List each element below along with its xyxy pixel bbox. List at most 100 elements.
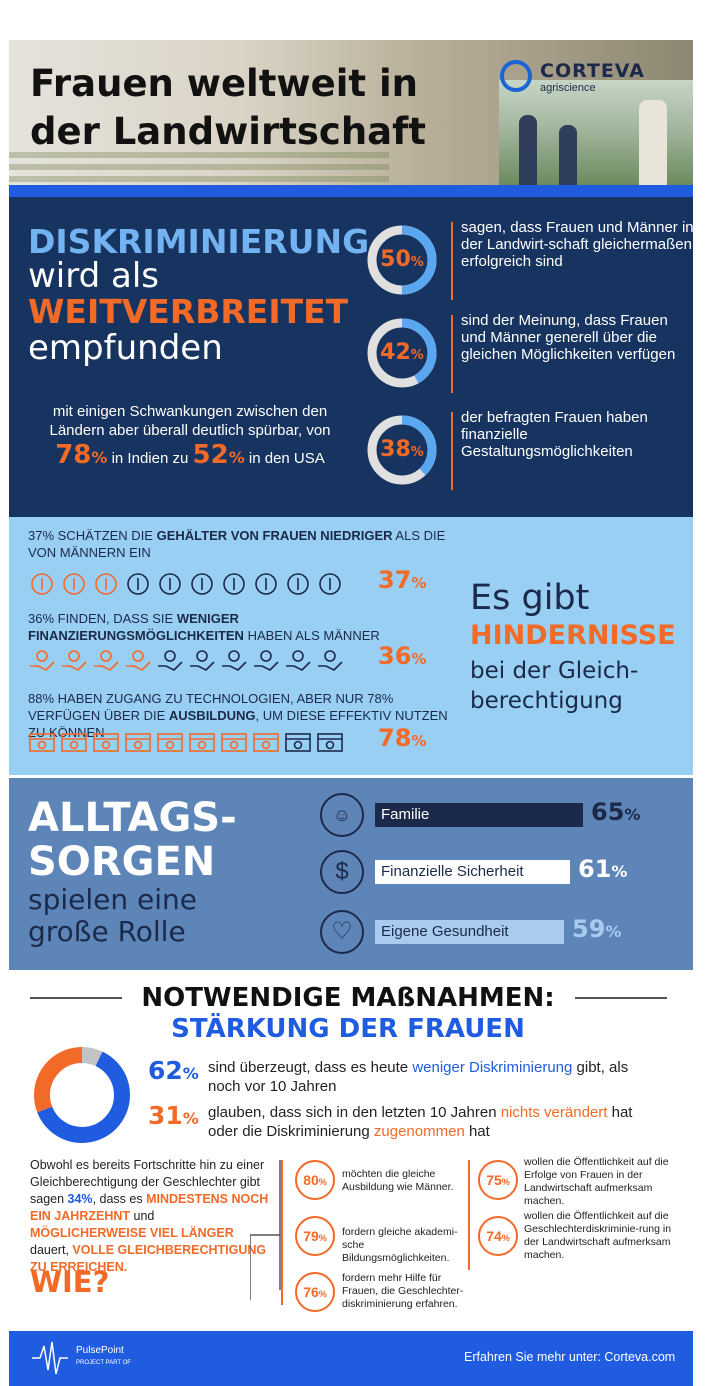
logo-name: CORTEVA <box>540 60 645 82</box>
coin-outline <box>68 650 80 662</box>
percent-sign: % <box>182 1109 199 1128</box>
coin-icon <box>63 573 85 595</box>
stat-accent-line <box>451 222 453 300</box>
coin-outline <box>132 650 144 662</box>
value-number: 74 <box>486 1228 502 1244</box>
ring-fill <box>367 225 437 295</box>
value-number: 38 <box>380 437 411 462</box>
worry-label: Eigene Gesundheit <box>381 923 509 940</box>
worry-label: Finanzielle Sicherheit <box>381 863 524 880</box>
value-number: 59 <box>572 915 606 943</box>
hand-coin-icon <box>126 650 151 671</box>
coin-outline <box>31 573 53 595</box>
stat-text: sagen, dass Frauen und Männer in der Lan… <box>461 219 694 270</box>
value-number: 80 <box>303 1172 319 1188</box>
text-part: 36% FINDEN, DASS SIE <box>28 611 177 626</box>
hand-outline <box>222 661 247 671</box>
stat-ring: 50% <box>367 225 437 295</box>
coin-outline <box>191 573 213 595</box>
stat-ring: 38% <box>367 415 437 485</box>
ring-graphic <box>367 225 437 295</box>
dollar-icon: $ <box>320 850 364 894</box>
window-outline <box>125 733 151 752</box>
demand-value: 75% <box>478 1160 518 1200</box>
barriers-heading: Es gibt <box>470 578 590 618</box>
text-part: HABEN ALS MÄNNER <box>243 628 380 643</box>
connector-lines <box>250 1160 281 1300</box>
text-part: sind überzeugt, dass es heute <box>208 1059 413 1076</box>
window-outline <box>317 733 343 752</box>
stat-ring: 42% <box>367 318 437 388</box>
coin-outline <box>228 650 240 662</box>
percent-sign: % <box>182 1064 199 1083</box>
hand-outline <box>318 661 343 671</box>
text-highlight: nichts verändert <box>500 1104 608 1121</box>
pulse-logo-icon <box>32 1341 68 1375</box>
coin-outline <box>196 650 208 662</box>
window-outline <box>29 733 55 752</box>
worry-value: 61% <box>578 855 627 883</box>
worry-label: Familie <box>381 806 430 823</box>
percent-sign: % <box>410 348 424 363</box>
coin-outline <box>223 573 245 595</box>
section-heading: WEITVERBREITET <box>28 292 349 331</box>
hand-coin-icon <box>190 650 215 671</box>
usa-value: 52 <box>192 440 229 470</box>
donut-segment-same <box>34 1047 130 1143</box>
text-part: 88% HABEN ZUGANG ZU TECHNOLOGIEN, ABER N… <box>28 691 394 723</box>
barrier-value: 78% <box>378 724 426 752</box>
worry-value: 65% <box>591 798 640 826</box>
percent-sign: % <box>410 255 424 270</box>
hand-outline <box>30 661 55 671</box>
hand-outline <box>190 661 215 671</box>
browser-gear-icon <box>93 733 119 752</box>
footer-logo-sub: PROJECT PART OF <box>76 1360 131 1366</box>
percent-sign: % <box>91 448 108 467</box>
ring-graphic <box>367 318 437 388</box>
logo-subtitle: agriscience <box>540 82 596 94</box>
row1-value: 62% <box>148 1056 199 1085</box>
barrier-value: 37% <box>378 566 426 594</box>
percent-sign: % <box>228 448 245 467</box>
footer-link-text[interactable]: Erfahren Sie mehr unter: Corteva.com <box>464 1350 676 1364</box>
browser-gear-icon <box>317 733 343 752</box>
section-heading: wird als <box>28 256 160 296</box>
browser-gear-icon <box>253 733 279 752</box>
text-highlight: GEHÄLTER VON FRAUEN NIEDRIGER <box>156 528 393 543</box>
percent-sign: % <box>318 1233 327 1243</box>
coin-outline <box>100 650 112 662</box>
worries-heading: ALLTAGS-SORGEN <box>28 795 237 885</box>
coin-icon <box>287 573 309 595</box>
field-decoration <box>9 164 389 170</box>
hand-coin-icon <box>94 650 119 671</box>
comparison-text: in Indien zu <box>111 450 189 467</box>
hand-coin-icon <box>254 650 279 671</box>
stat-accent-line <box>451 412 453 490</box>
demand-value: 74% <box>478 1216 518 1256</box>
browser-gear-icon <box>157 733 183 752</box>
hand-outline <box>158 661 183 671</box>
row1-text: sind überzeugt, dass es heute weniger Di… <box>208 1058 648 1096</box>
footer <box>9 1331 693 1386</box>
gear-outline <box>37 740 47 750</box>
coin-icon <box>255 573 277 595</box>
percent-sign: % <box>411 574 427 592</box>
worry-bar: Eigene Gesundheit <box>375 920 564 944</box>
text-part: Obwohl es bereits Fortschritte hin zu ei… <box>30 1158 265 1206</box>
hand-coin-icon <box>30 650 55 671</box>
farmers-photo <box>499 80 693 185</box>
barrier-heading: 37% SCHÄTZEN DIE GEHÄLTER VON FRAUEN NIE… <box>28 527 448 561</box>
value-number: 36 <box>378 642 412 670</box>
percent-sign: % <box>605 922 622 941</box>
divider-line <box>30 997 122 999</box>
worry-value: 59% <box>572 915 621 943</box>
barrier-value: 36% <box>378 642 426 670</box>
value-number: 42 <box>380 340 411 365</box>
footer-logo: PulsePoint PROJECT PART OF <box>40 1345 131 1366</box>
person-figure <box>559 125 577 185</box>
window-outline <box>61 733 87 752</box>
hand-outline <box>94 661 119 671</box>
gear-outline <box>229 740 239 750</box>
percent-sign: % <box>410 445 424 460</box>
title-line: Frauen weltweit in <box>30 62 418 105</box>
